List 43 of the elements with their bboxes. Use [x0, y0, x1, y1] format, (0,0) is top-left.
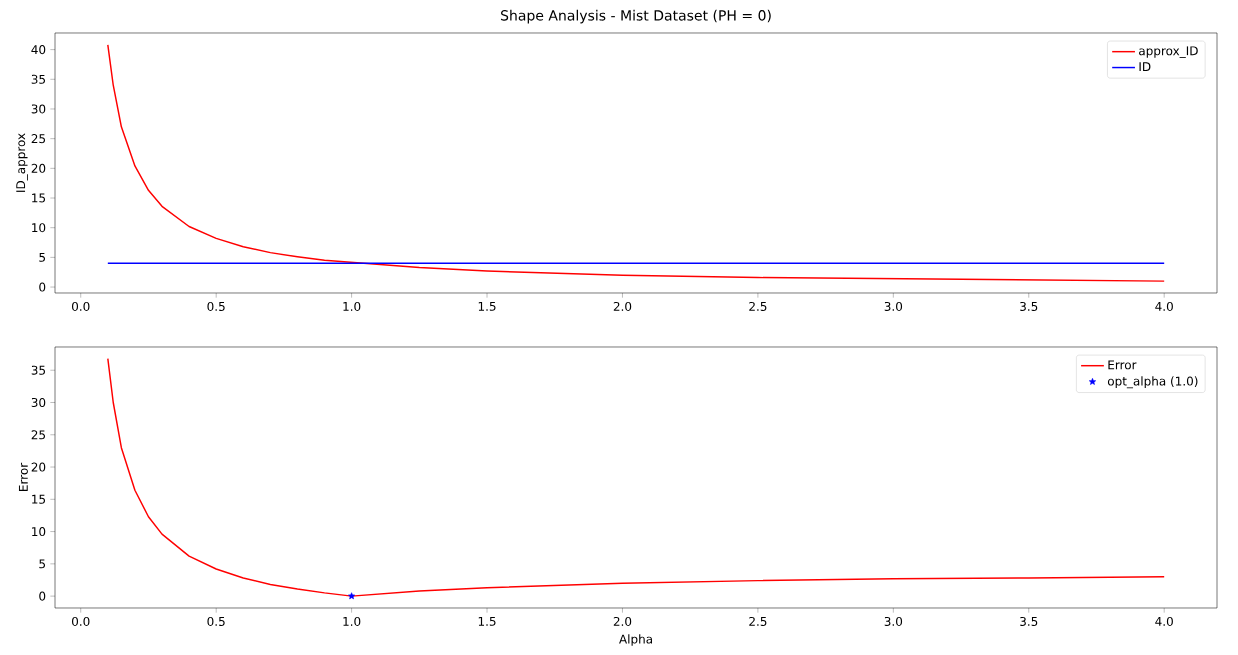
y-tick-label: 25 — [31, 430, 46, 440]
x-tick-label: 3.5 — [1020, 301, 1038, 311]
y-tick-label: 5 — [39, 559, 46, 569]
x-tick-label: 3.5 — [1020, 616, 1038, 626]
y-tick-label: 35 — [31, 365, 46, 375]
x-tick-label: 2.0 — [613, 301, 632, 311]
y-tick-label: 30 — [31, 104, 46, 114]
x-tick-label: 3.0 — [884, 616, 903, 626]
y-tick-label: 10 — [32, 223, 46, 233]
y-axis-title: ID_approx — [16, 133, 28, 192]
x-tick-label: 2.5 — [749, 616, 767, 626]
y-tick-label: 15 — [32, 193, 46, 203]
x-tick-label: 4.0 — [1155, 301, 1173, 311]
x-tick-label: 2.5 — [749, 301, 767, 311]
x-tick-label: 1.0 — [343, 616, 361, 626]
y-tick-label: 5 — [39, 252, 46, 262]
y-tick-label: 0 — [39, 282, 46, 292]
legend-label: approx_ID — [1139, 46, 1198, 58]
x-tick-label: 0.0 — [71, 301, 90, 311]
y-tick-label: 20 — [31, 163, 46, 173]
y-tick-label: 40 — [31, 45, 46, 55]
x-tick-label: 0.5 — [207, 616, 225, 626]
x-tick-label: 3.0 — [884, 301, 903, 311]
legend-label: opt_alpha (1.0) — [1107, 376, 1198, 389]
y-tick-label: 15 — [32, 494, 46, 504]
chart-title: Shape Analysis - Mist Dataset (PH = 0) — [501, 9, 771, 24]
legend-label: ID — [1139, 62, 1151, 72]
y-tick-label: 30 — [31, 397, 46, 408]
x-tick-label: 4.0 — [1155, 616, 1173, 626]
y-tick-label: 20 — [31, 462, 46, 472]
y-tick-label: 25 — [31, 134, 46, 144]
x-tick-label: 1.5 — [478, 616, 496, 626]
x-tick-label: 0.0 — [71, 616, 90, 626]
x-axis-title: Alpha — [619, 634, 652, 646]
y-tick-label: 10 — [32, 527, 46, 537]
y-tick-label: 35 — [31, 74, 46, 84]
x-tick-label: 1.5 — [478, 301, 496, 311]
x-tick-label: 2.0 — [613, 616, 632, 626]
x-tick-label: 0.5 — [207, 301, 225, 311]
y-tick-label: 0 — [39, 591, 46, 601]
legend-label: Error — [1108, 360, 1137, 370]
y-axis-title: Error — [18, 462, 28, 491]
x-tick-label: 1.0 — [343, 301, 361, 311]
